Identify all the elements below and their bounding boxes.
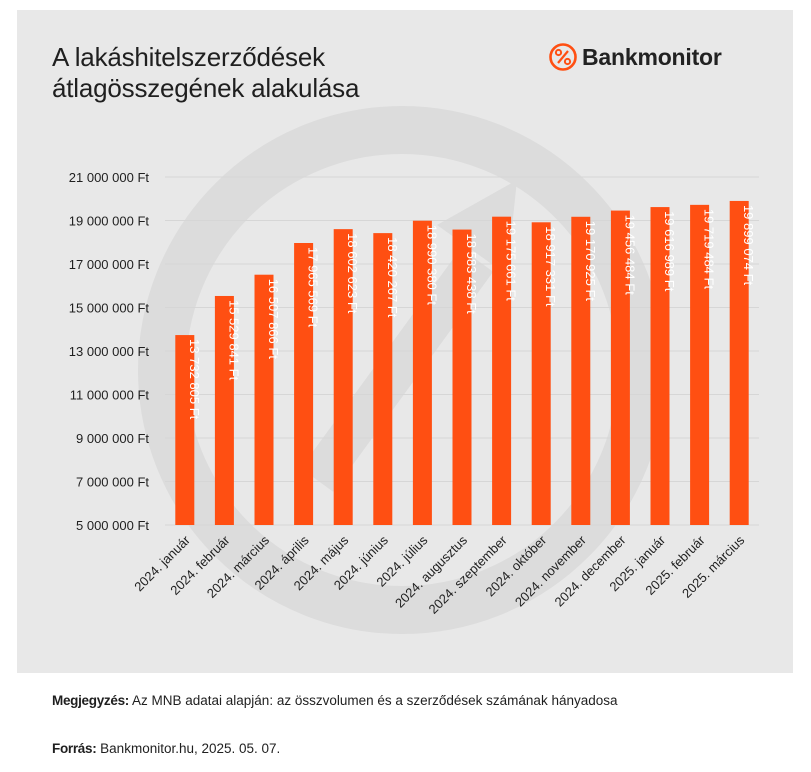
bar-value-label: 18 917 331 Ft [543, 226, 558, 307]
bar [175, 335, 195, 525]
bar [610, 210, 630, 525]
bar-value-label: 18 420 267 Ft [385, 237, 400, 318]
brand-logo: Bankmonitor [548, 42, 722, 72]
bars: 13 732 805 Ft 15 529 841 Ft 16 507 866 Ft 1… [175, 200, 756, 526]
y-tick-label: 7 000 000 Ft [76, 475, 149, 490]
bar-value-label: 17 965 569 Ft [306, 247, 321, 328]
bar [729, 200, 749, 526]
y-tick-label: 15 000 000 Ft [69, 301, 150, 316]
x-category-label: 2024. december [551, 532, 629, 610]
y-tick-label: 13 000 000 Ft [69, 344, 150, 359]
source-label: Forrás: [52, 741, 97, 756]
bar [333, 229, 353, 525]
bar [690, 204, 710, 525]
bar-value-label: 15 529 841 Ft [226, 300, 241, 381]
bar [650, 207, 670, 525]
brand-name: Bankmonitor [582, 43, 722, 70]
y-tick-label: 5 000 000 Ft [76, 518, 149, 533]
bar [254, 274, 274, 525]
bar [531, 222, 551, 526]
bar [294, 242, 314, 525]
bar-value-label: 19 719 484 Ft [702, 209, 717, 290]
bar-value-label: 16 507 866 Ft [266, 279, 281, 360]
x-category-label: 2024. november [512, 532, 590, 610]
bar-value-label: 19 175 661 Ft [504, 221, 519, 302]
bar [492, 216, 512, 525]
y-tick-label: 21 000 000 Ft [69, 170, 150, 185]
bar [571, 216, 591, 525]
note-label: Megjegyzés: [52, 693, 129, 708]
bar-value-label: 18 602 623 Ft [345, 233, 360, 314]
chart-title-line-2: átlagösszegének alakulása [52, 73, 360, 103]
chart-title-line-1: A lakáshitelszerződések [52, 42, 325, 72]
footnote-source: Forrás: Bankmonitor.hu, 2025. 05. 07. [52, 741, 280, 756]
source-text: Bankmonitor.hu, 2025. 05. 07. [96, 741, 281, 756]
bar-value-label: 13 732 805 Ft [187, 339, 202, 420]
bar-value-label: 18 990 380 Ft [424, 225, 439, 306]
y-tick-label: 11 000 000 Ft [70, 388, 150, 403]
bar [373, 233, 393, 525]
y-tick-label: 17 000 000 Ft [69, 257, 150, 272]
y-axis-labels: 5 000 000 Ft 7 000 000 Ft 9 000 000 Ft 11 0… [69, 170, 150, 533]
bar-value-label: 19 616 989 Ft [662, 211, 677, 292]
bar-value-label: 18 583 438 Ft [464, 234, 479, 315]
bar-value-label: 19 170 925 Ft [583, 221, 598, 302]
y-tick-label: 19 000 000 Ft [69, 214, 150, 229]
chart-panel: A lakáshitelszerződések átlagösszegének … [17, 10, 793, 673]
bar-value-label: 19 899 074 Ft [741, 205, 756, 286]
percent-circle-icon [549, 43, 577, 71]
bar-value-label: 19 456 484 Ft [622, 215, 637, 296]
bar-chart: 5 000 000 Ft 7 000 000 Ft 9 000 000 Ft 11 0… [69, 170, 759, 617]
x-category-label: 2024. augusztus [392, 532, 470, 610]
bar [452, 229, 472, 525]
chart-title: A lakáshitelszerződések átlagösszegének … [52, 42, 359, 104]
bar [412, 220, 432, 525]
bar [214, 295, 234, 525]
note-text: Az MNB adatai alapján: az összvolumen és… [128, 693, 618, 708]
y-tick-label: 9 000 000 Ft [76, 431, 149, 446]
footnote-note: Megjegyzés: Az MNB adatai alapján: az ös… [52, 693, 618, 708]
